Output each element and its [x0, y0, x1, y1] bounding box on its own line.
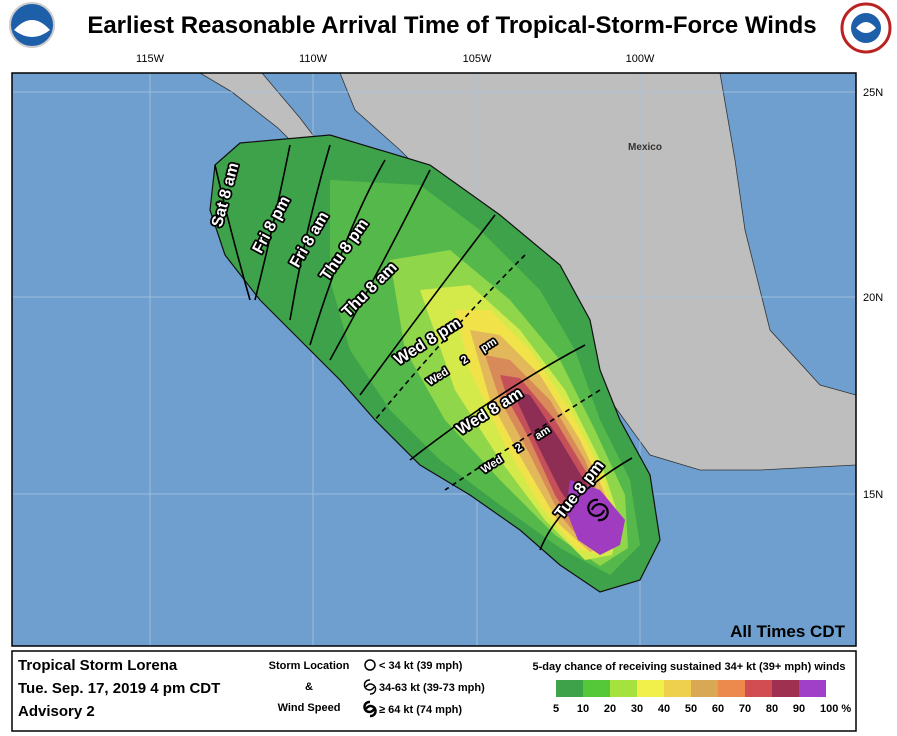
scale-label: 30 [631, 703, 643, 715]
place-label: Mexico [628, 142, 662, 153]
nws-logo [840, 2, 892, 54]
lat-label: 25N [863, 87, 883, 99]
map [12, 73, 856, 646]
key-item: ≥ 64 kt (74 mph) [379, 704, 462, 716]
scale-label: 90 [793, 703, 805, 715]
scale-label: 50 [685, 703, 697, 715]
key-title: Wind Speed [278, 702, 341, 714]
map-note: All Times CDT [730, 622, 846, 641]
storm-symbol [587, 498, 609, 522]
key-symbols [363, 659, 377, 718]
map-frame [11, 72, 857, 647]
scale-label: 10 [577, 703, 589, 715]
scale-label: 60 [712, 703, 724, 715]
key-item: < 34 kt (39 mph) [379, 660, 463, 672]
lon-label: 100W [626, 53, 655, 65]
advisory-number: Advisory 2 [18, 703, 95, 720]
lat-label: 20N [863, 292, 883, 304]
key-item: 34-63 kt (39-73 mph) [379, 682, 485, 694]
scale-label: 70 [739, 703, 751, 715]
lon-label: 110W [299, 53, 328, 65]
scale-label: 5 [553, 703, 559, 715]
scale-title: 5-day chance of receiving sustained 34+ … [533, 661, 846, 673]
isochrones [214, 144, 633, 551]
probability-swath [209, 134, 661, 593]
scale-label: 80 [766, 703, 778, 715]
key-title: & [305, 681, 313, 693]
scale-label: 100 % [820, 703, 851, 715]
key-title: Storm Location [269, 660, 350, 672]
title: Earliest Reasonable Arrival Time of Trop… [87, 12, 816, 39]
scale-bar [556, 680, 826, 697]
advisory-time: Tue. Sep. 17, 2019 4 pm CDT [18, 680, 220, 697]
lon-label: 115W [136, 53, 165, 65]
lon-label: 105W [463, 53, 492, 65]
scale-label: 40 [658, 703, 670, 715]
storm-name: Tropical Storm Lorena [18, 657, 178, 674]
lat-label: 15N [863, 489, 883, 501]
noaa-logo [9, 2, 55, 48]
scale-label: 20 [604, 703, 616, 715]
